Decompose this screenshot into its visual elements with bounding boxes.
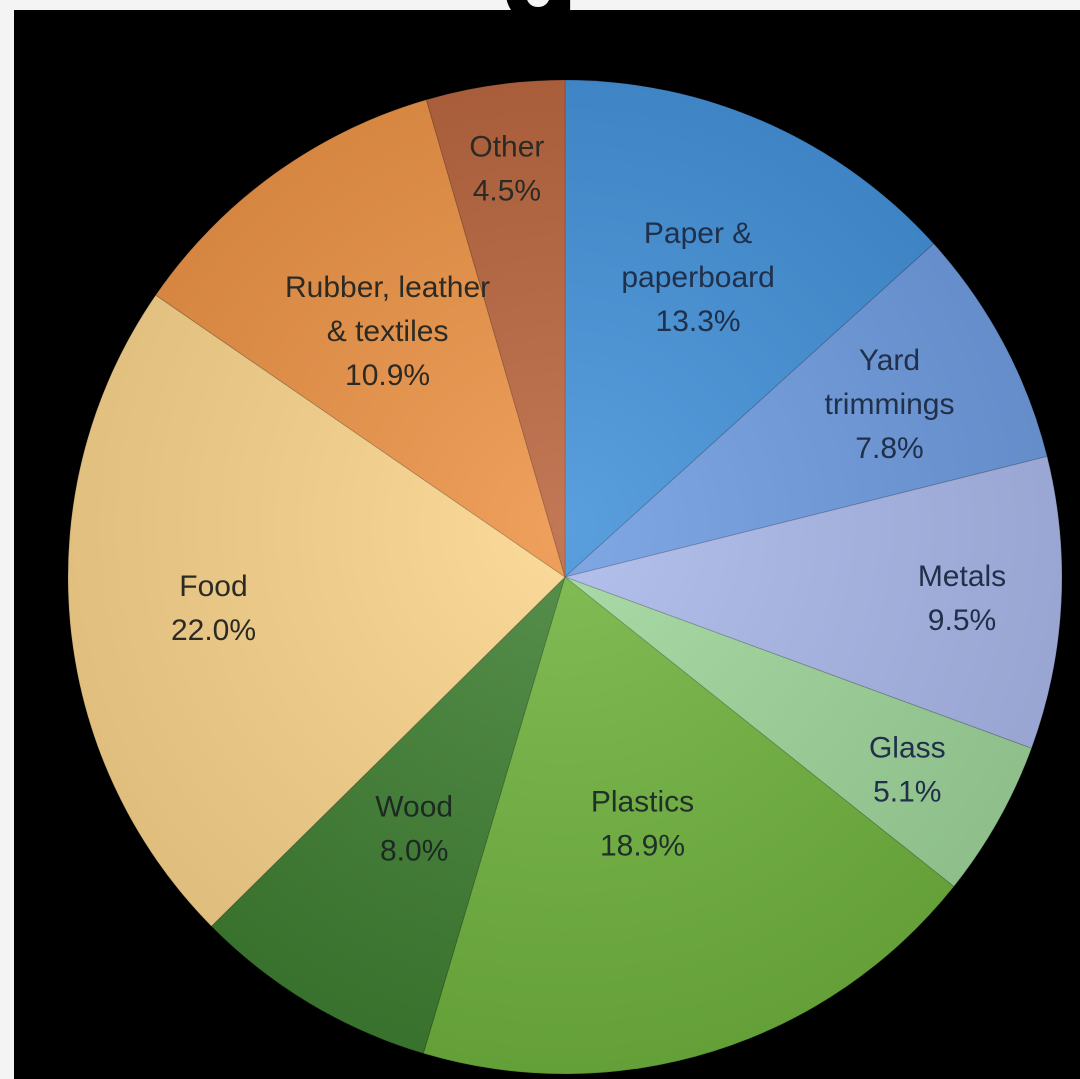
slice-label-yard-trimmings: Yard trimmings 7.8% [824, 344, 954, 465]
slice-value-label: 5.1% [873, 775, 941, 808]
slice-label-rubber-leather-textiles: Rubber, leather & textiles 10.9% [285, 271, 490, 392]
slice-category-label: paperboard [621, 261, 774, 294]
cropped-title-text: g [440, 0, 640, 12]
slice-label-glass: Glass 5.1% [869, 731, 946, 808]
slice-label-other: Other 4.5% [469, 131, 544, 208]
slice-category-label: trimmings [824, 388, 954, 421]
slice-category-label: Rubber, leather [285, 271, 490, 304]
slice-category-label: Other [469, 131, 544, 164]
slice-value-label: 8.0% [380, 835, 448, 868]
slice-value-label: 4.5% [473, 175, 541, 208]
cropped-title-glyph: g [440, 0, 640, 12]
top-border [0, 0, 1080, 10]
slice-category-label: Plastics [591, 786, 694, 819]
slice-category-label: Paper & [644, 217, 752, 250]
slice-category-label: Glass [869, 731, 946, 764]
pie-labels: Paper & paperboard 13.3% Yard trimmings 7.8% M… [171, 131, 1006, 868]
slice-value-label: 22.0% [171, 614, 256, 647]
left-border [0, 0, 14, 1079]
slice-label-paper-paperboard: Paper & paperboard 13.3% [621, 217, 774, 338]
slice-value-label: 18.9% [600, 830, 685, 863]
slice-category-label: Metals [918, 560, 1006, 593]
slice-category-label: & textiles [327, 315, 449, 348]
slice-label-metals: Metals 9.5% [918, 560, 1006, 637]
slice-value-label: 9.5% [928, 604, 996, 637]
slice-label-food: Food 22.0% [171, 570, 256, 647]
slice-value-label: 7.8% [855, 432, 923, 465]
slice-label-wood: Wood 8.0% [375, 791, 453, 868]
slice-category-label: Yard [859, 344, 920, 377]
slice-category-label: Wood [375, 791, 453, 824]
slice-category-label: Food [179, 570, 247, 603]
slice-label-plastics: Plastics 18.9% [591, 786, 694, 863]
slice-value-label: 10.9% [345, 359, 430, 392]
slice-value-label: 13.3% [656, 305, 741, 338]
